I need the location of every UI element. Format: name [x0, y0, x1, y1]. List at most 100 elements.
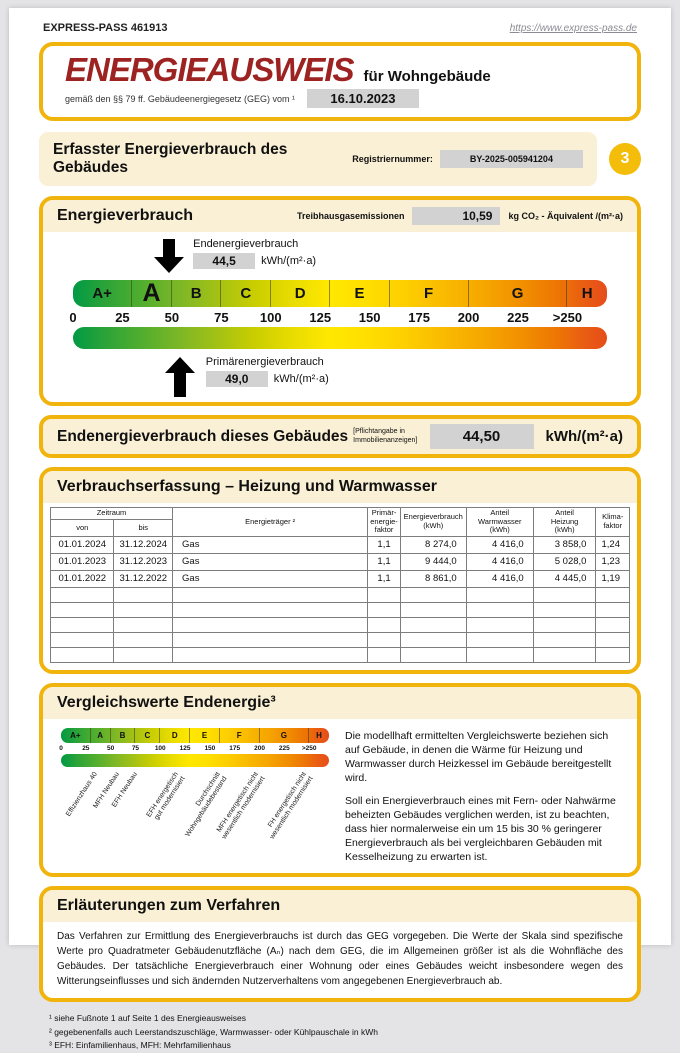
table-cell-empty [399, 586, 467, 603]
usage-table-box: Verbrauchserfassung – Heizung und Warmwa… [39, 467, 641, 674]
table-cell-empty [595, 631, 630, 648]
paragraph: Soll ein Energieverbrauch eines mit Fern… [345, 794, 616, 863]
table-cell-empty [399, 601, 467, 618]
arrow-stem [173, 373, 186, 397]
final-value: 44,50 [429, 424, 534, 449]
primary-energy-label: Primärenergieverbrauch [205, 356, 324, 368]
scale-tick: 75 [214, 310, 229, 325]
table-row: 01.01.2024 31.12.2024 Gas 1,1 8 274,0 4 416,0… [49, 535, 630, 554]
table-cell: 31.12.2022 [113, 569, 174, 588]
scale-tick: 150 [358, 310, 381, 325]
table-cell: 1,1 [367, 535, 401, 554]
table-cell-empty [172, 631, 369, 648]
scale-segment-F: F [390, 280, 469, 307]
table-cell-empty [399, 616, 467, 633]
table-cell: 4 416,0 [465, 569, 534, 588]
scale-tick: 150 [204, 744, 216, 752]
note-line: Immobilienanzeigen] [353, 436, 418, 444]
table-cell-empty [532, 616, 597, 633]
table-cell-empty [532, 646, 597, 663]
scale-tick: 25 [115, 310, 130, 325]
comparison-labels: Effizienzhaus 40 MFH Neubau EFH Neubau EFH … [61, 767, 329, 863]
usage-table-body: 01.01.2024 31.12.2024 Gas 1,1 8 274,0 4 416,0… [49, 535, 630, 663]
scale-tick: 50 [107, 744, 115, 752]
scale-segment-A: A [91, 727, 111, 743]
scale-tick: 50 [164, 310, 180, 325]
scale-tick: 100 [154, 744, 166, 752]
final-value-title: Endenergieverbrauch dieses Gebäudes [57, 427, 349, 445]
arrow-head-up-icon [164, 357, 195, 373]
table-cell: 31.12.2024 [113, 535, 174, 554]
section-band-row: Erfasster Energieverbrauch des Gebäudes … [39, 132, 641, 186]
footnotes: ¹ siehe Fußnote 1 auf Seite 1 des Energi… [39, 1011, 641, 1053]
table-cell: 01.01.2023 [49, 552, 115, 571]
usage-table-title: Verbrauchserfassung – Heizung und Warmwa… [57, 478, 437, 495]
table-cell: 5 028,0 [532, 552, 597, 571]
column-header: von [49, 519, 115, 537]
column-header: Klima- faktor [595, 507, 630, 537]
scale-segment-F: F [220, 727, 260, 743]
table-cell: Gas [172, 535, 369, 554]
section-band: Erfasster Energieverbrauch des Gebäudes … [39, 132, 597, 186]
scale-tick: 225 [507, 310, 529, 325]
table-cell: 8 274,0 [399, 535, 467, 554]
scale-gradient-band [73, 327, 607, 349]
table-cell: 1,19 [595, 569, 630, 588]
footnote-line: ³ EFH: Einfamilienhaus, MFH: Mehrfamilie… [49, 1039, 231, 1050]
comparison-box: Vergleichswerte Endenergie³ A+ A B C D E F G H 0… [39, 682, 641, 878]
document-title: ENERGIEAUSWEIS [65, 51, 355, 88]
explanations-header: Erläuterungen zum Verfahren [43, 890, 637, 923]
table-cell-empty [532, 601, 597, 618]
comparison-scale-area: A+ A B C D E F G H 0 25 50 75 100 125 150 175 200 225 >250… [59, 727, 329, 874]
table-cell-empty [172, 601, 369, 618]
table-cell-empty [532, 631, 597, 648]
final-value-unit: kWh/(m²·a) [545, 428, 624, 445]
table-cell: 1,1 [367, 552, 401, 571]
column-header: Primär- energie- faktor [367, 507, 401, 537]
table-cell-empty [465, 631, 534, 648]
primary-energy-annotation-row: Primärenergieverbrauch 49,0 kWh/(m²·a) [73, 352, 607, 400]
scale-tick-row: 0 25 50 75 100 125 150 175 200 225 >250 [59, 743, 329, 754]
scale-tick: 175 [408, 310, 430, 325]
table-cell: 1,24 [595, 535, 630, 554]
end-energy-annotation: Endenergieverbrauch 44,5 kWh/(m²·a) [193, 238, 316, 269]
primary-energy-value: 49,0 [205, 371, 268, 387]
law-reference: gemäß den §§ 79 ff. Gebäudeenergiegesetz… [65, 93, 295, 104]
table-row-empty [49, 601, 630, 618]
section-title: Erfasster Energieverbrauch des Gebäudes [53, 141, 288, 176]
scale-segment-A+: A+ [61, 727, 91, 743]
scale-tick: >250 [301, 744, 317, 752]
table-cell: 1,1 [367, 569, 401, 588]
note-line: [Pflichtangabe in [353, 428, 405, 436]
primary-energy-annotation: Primärenergieverbrauch 49,0 kWh/(m²·a) [205, 356, 329, 387]
table-cell-empty [49, 601, 115, 618]
table-row-empty [49, 646, 630, 663]
scale-tick-row: 0 25 50 75 100 125 150 175 200 225 >250 [69, 307, 607, 327]
column-header: bis [113, 519, 174, 537]
issuer-url-link[interactable]: https://www.express-pass.de [509, 23, 637, 34]
table-cell-empty [172, 586, 369, 603]
column-header: Energieträger ² [172, 507, 369, 537]
table-cell: 9 444,0 [399, 552, 467, 571]
table-cell-empty [367, 646, 401, 663]
usage-table-head: Zeitraum Energieträger ² Primär- energie- … [49, 507, 630, 537]
end-energy-label: Endenergieverbrauch [193, 238, 299, 250]
title-box: ENERGIEAUSWEIS für Wohngebäude gemäß den… [39, 42, 641, 121]
page-number-badge: 3 [609, 143, 641, 175]
table-cell-empty [113, 616, 174, 633]
scale-tick: 125 [309, 310, 332, 325]
table-cell-empty [113, 601, 174, 618]
table-cell: 1,23 [595, 552, 630, 571]
scale-tick: 200 [457, 310, 480, 325]
energy-scale: A+ A B C D E F G H 0 25 50 75 100 125 150 175 200 225 >250 [69, 280, 607, 349]
table-cell-empty [367, 616, 401, 633]
table-cell: Gas [172, 552, 369, 571]
issue-date-value: 16.10.2023 [306, 89, 419, 108]
scale-tick: 25 [82, 744, 90, 752]
energy-consumption-title: Energieverbrauch [57, 207, 194, 224]
scale-tick: >250 [552, 310, 583, 325]
footnote-line: ² gegebenenfalls auch Leerstandszuschläg… [49, 1026, 379, 1037]
scale-segment-E: E [330, 280, 390, 307]
title-line: ENERGIEAUSWEIS für Wohngebäude [65, 53, 615, 86]
ghg-cluster: Treibhausgasemissionen 10,59 kg CO₂ - Äq… [297, 207, 623, 225]
